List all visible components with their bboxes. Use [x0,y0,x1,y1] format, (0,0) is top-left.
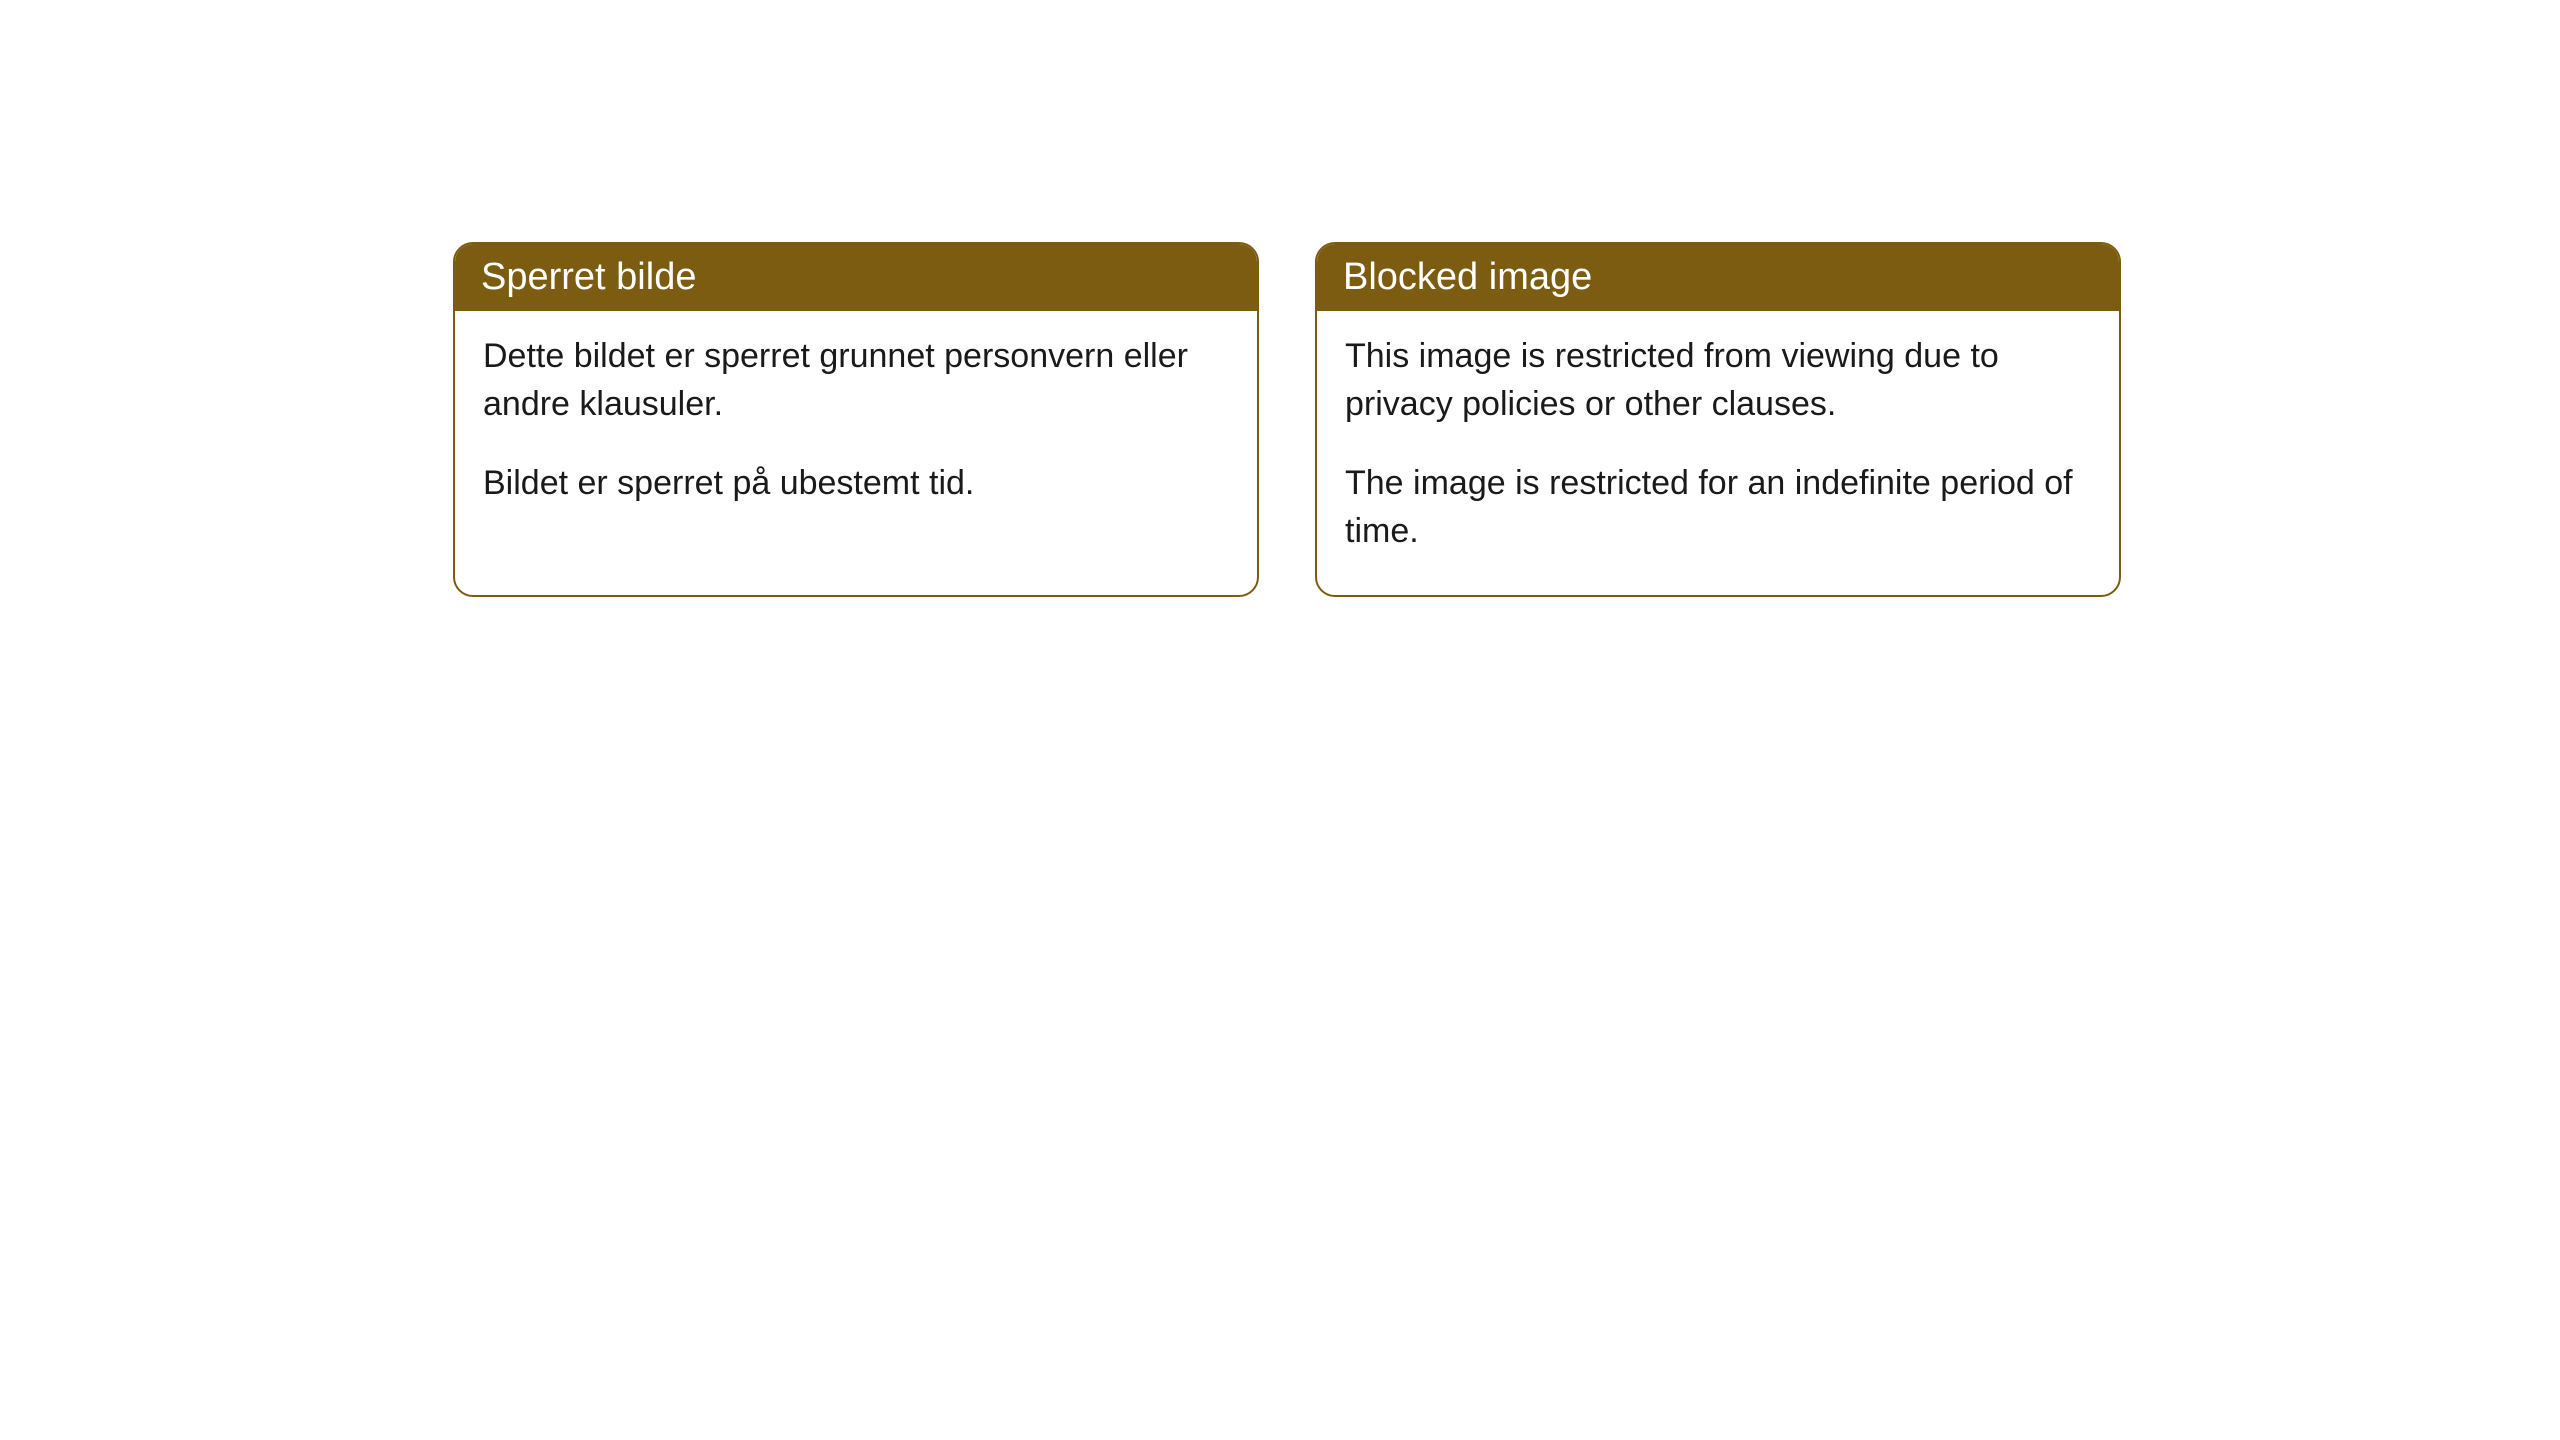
notice-card-english: Blocked image This image is restricted f… [1315,242,2121,597]
card-header: Blocked image [1317,244,2119,311]
card-title: Blocked image [1343,256,1592,298]
card-body: Dette bildet er sperret grunnet personve… [455,311,1257,548]
card-paragraph: Bildet er sperret på ubestemt tid. [483,460,1229,508]
card-paragraph: The image is restricted for an indefinit… [1345,460,2091,555]
card-paragraph: This image is restricted from viewing du… [1345,333,2091,428]
card-title: Sperret bilde [481,256,696,298]
notice-cards-container: Sperret bilde Dette bildet er sperret gr… [453,242,2560,597]
notice-card-norwegian: Sperret bilde Dette bildet er sperret gr… [453,242,1259,597]
card-paragraph: Dette bildet er sperret grunnet personve… [483,333,1229,428]
card-header: Sperret bilde [455,244,1257,311]
card-body: This image is restricted from viewing du… [1317,311,2119,595]
